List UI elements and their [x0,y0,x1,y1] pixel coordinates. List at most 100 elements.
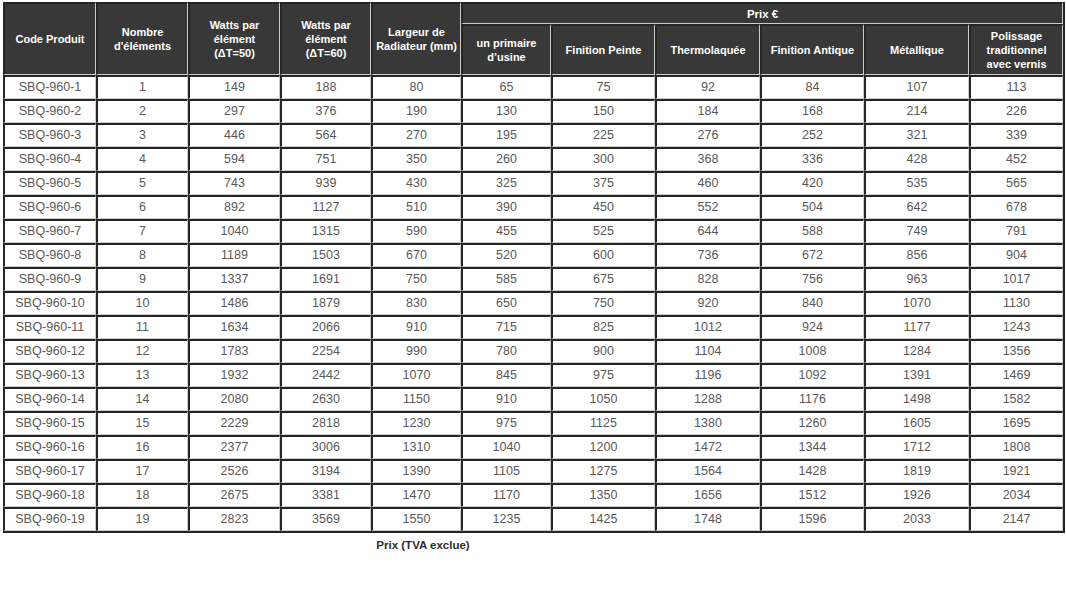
column-header-largeur: Largeur de Radiateur (mm) [371,2,461,75]
value-cell: 1260 [760,411,864,435]
value-cell: 678 [969,195,1063,219]
value-cell: 1127 [280,195,371,219]
value-cell: 900 [551,339,655,363]
value-cell: 452 [969,147,1063,171]
value-cell: 14 [96,387,188,411]
table-row: SBQ-960-12121783225499078090011041008128… [3,339,1063,363]
product-code-cell: SBQ-960-16 [3,435,96,459]
value-cell: 520 [461,243,551,267]
value-cell: 11 [96,315,188,339]
value-cell: 5 [96,171,188,195]
value-cell: 270 [371,123,461,147]
value-cell: 856 [864,243,969,267]
value-cell: 19 [96,507,188,531]
value-cell: 939 [280,171,371,195]
value-cell: 3569 [280,507,371,531]
table-row: SBQ-960-22297376190130150184168214226 [3,99,1063,123]
table-row: SBQ-960-10101486187983065075092084010701… [3,291,1063,315]
value-cell: 1008 [760,339,864,363]
table-row: SBQ-960-15152229281812309751125138012601… [3,411,1063,435]
value-cell: 3381 [280,483,371,507]
value-cell: 428 [864,147,969,171]
value-cell: 1337 [188,267,280,291]
value-cell: 975 [551,363,655,387]
product-code-cell: SBQ-960-12 [3,339,96,363]
value-cell: 446 [188,123,280,147]
value-cell: 1498 [864,387,969,411]
value-cell: 75 [551,75,655,99]
value-cell: 1040 [188,219,280,243]
value-cell: 10 [96,291,188,315]
value-cell: 504 [760,195,864,219]
product-code-cell: SBQ-960-15 [3,411,96,435]
value-cell: 1200 [551,435,655,459]
value-cell: 92 [655,75,760,99]
table-row: SBQ-960-33446564270195225276252321339 [3,123,1063,147]
value-cell: 1380 [655,411,760,435]
table-row: SBQ-960-11111634206691071582510129241177… [3,315,1063,339]
value-cell: 825 [551,315,655,339]
value-cell: 780 [461,339,551,363]
value-cell: 1288 [655,387,760,411]
value-cell: 65 [461,75,551,99]
value-cell: 1130 [969,291,1063,315]
table-row: SBQ-960-18182675338114701170135016561512… [3,483,1063,507]
value-cell: 1105 [461,459,551,483]
value-cell: 12 [96,339,188,363]
value-cell: 670 [371,243,461,267]
value-cell: 9 [96,267,188,291]
column-header-code-produit: Code Produit [3,2,96,75]
value-cell: 260 [461,147,551,171]
value-cell: 840 [760,291,864,315]
value-cell: 6 [96,195,188,219]
value-cell: 455 [461,219,551,243]
value-cell: 1926 [864,483,969,507]
value-cell: 16 [96,435,188,459]
value-cell: 1808 [969,435,1063,459]
product-code-cell: SBQ-960-13 [3,363,96,387]
value-cell: 1819 [864,459,969,483]
column-header-watts-dt50: Watts par élément (ΔT=50) [188,2,280,75]
value-cell: 600 [551,243,655,267]
table-row: SBQ-960-13131932244210708459751196109213… [3,363,1063,387]
value-cell: 376 [280,99,371,123]
value-cell: 3006 [280,435,371,459]
value-cell: 1040 [461,435,551,459]
table-row: SBQ-960-17172526319413901105127515641428… [3,459,1063,483]
value-cell: 3 [96,123,188,147]
product-code-cell: SBQ-960-18 [3,483,96,507]
column-header-finition-antique: Finition Antique [760,24,864,75]
value-cell: 7 [96,219,188,243]
value-cell: 715 [461,315,551,339]
product-code-cell: SBQ-960-4 [3,147,96,171]
value-cell: 321 [864,123,969,147]
value-cell: 1425 [551,507,655,531]
header-row-group: Code Produit Nombre d'éléments Watts par… [3,2,1063,24]
value-cell: 130 [461,99,551,123]
column-header-primaire-usine: un primaire d’usine [461,24,551,75]
value-cell: 2147 [969,507,1063,531]
column-header-metallique: Métallique [864,24,969,75]
value-cell: 2630 [280,387,371,411]
table-row: SBQ-960-16162377300613101040120014721344… [3,435,1063,459]
value-cell: 1 [96,75,188,99]
value-cell: 1150 [371,387,461,411]
column-header-thermolaquee: Thermolaquée [655,24,760,75]
value-cell: 990 [371,339,461,363]
value-cell: 1503 [280,243,371,267]
pricing-table: Code Produit Nombre d'éléments Watts par… [3,2,1065,533]
value-cell: 214 [864,99,969,123]
value-cell: 535 [864,171,969,195]
value-cell: 1243 [969,315,1063,339]
value-cell: 642 [864,195,969,219]
value-cell: 2823 [188,507,280,531]
value-cell: 375 [551,171,655,195]
value-cell: 1092 [760,363,864,387]
value-cell: 450 [551,195,655,219]
table-header: Code Produit Nombre d'éléments Watts par… [3,2,1063,75]
table-row: SBQ-960-14142080263011509101050128811761… [3,387,1063,411]
value-cell: 1196 [655,363,760,387]
product-code-cell: SBQ-960-6 [3,195,96,219]
value-cell: 15 [96,411,188,435]
table-row: SBQ-960-99133716917505856758287569631017 [3,267,1063,291]
